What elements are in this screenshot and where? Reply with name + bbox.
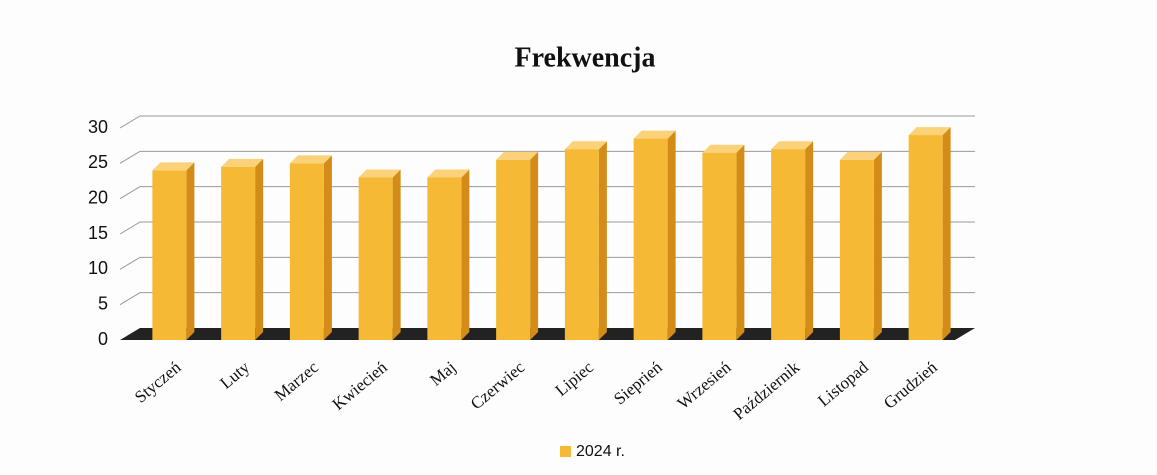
- bar-top: [221, 158, 264, 167]
- bar-top: [496, 151, 539, 160]
- bar-top: [427, 169, 470, 178]
- bar-side: [186, 162, 195, 340]
- y-tick-label: 25: [88, 152, 108, 172]
- bar-top: [771, 141, 814, 150]
- bar-side: [255, 158, 264, 340]
- bar-top: [152, 162, 195, 171]
- bar-top: [702, 144, 745, 153]
- bar: [839, 159, 874, 340]
- bar: [908, 135, 943, 340]
- legend-label: 2024 r.: [576, 443, 625, 460]
- bar-side: [942, 127, 951, 340]
- bar-top: [358, 169, 401, 178]
- bar: [427, 177, 462, 340]
- bar-side: [667, 130, 676, 340]
- y-tick-label: 15: [88, 223, 108, 243]
- bar: [633, 138, 668, 340]
- bar: [564, 149, 599, 340]
- floor: [120, 328, 975, 340]
- bar-side: [530, 151, 539, 340]
- bar-top: [908, 127, 951, 136]
- bar: [702, 152, 737, 340]
- bar-top: [289, 155, 332, 164]
- grid-line: [119, 186, 975, 200]
- bar-side: [805, 141, 814, 340]
- grid-line: [119, 221, 975, 235]
- bar-side: [598, 141, 607, 340]
- grid-line: [119, 256, 975, 270]
- bar-side: [392, 169, 401, 340]
- chart-title: Frekwencja: [515, 42, 656, 73]
- bar-side: [736, 144, 745, 340]
- bar: [152, 170, 187, 340]
- grid-line: [119, 150, 975, 164]
- y-tick-label: 10: [88, 258, 108, 278]
- bar-top: [633, 130, 676, 139]
- bar: [496, 159, 531, 340]
- bar: [289, 163, 324, 340]
- bar-top: [839, 151, 882, 160]
- bar-side: [323, 155, 332, 340]
- y-tick-label: 20: [88, 187, 108, 207]
- bar-side: [873, 151, 882, 340]
- bar: [221, 166, 256, 340]
- bar: [358, 177, 393, 340]
- bar: [771, 149, 806, 340]
- y-tick-label: 0: [98, 329, 108, 349]
- y-tick-label: 30: [88, 117, 108, 137]
- bar-top: [564, 141, 607, 150]
- legend-swatch: [560, 446, 571, 457]
- grid-line: [119, 292, 975, 306]
- y-tick-label: 5: [98, 293, 108, 313]
- bar-side: [461, 169, 470, 340]
- grid-line: [119, 115, 975, 129]
